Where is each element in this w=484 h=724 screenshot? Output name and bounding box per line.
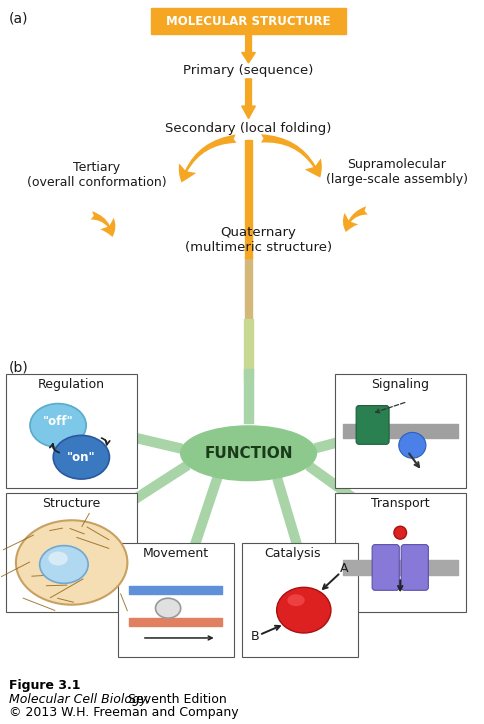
Text: (a): (a) [9,12,29,25]
FancyBboxPatch shape [401,544,428,590]
Text: Supramolecular
(large-scale assembly): Supramolecular (large-scale assembly) [326,159,468,186]
Text: "off": "off" [43,415,74,428]
Text: Signaling: Signaling [371,378,429,391]
FancyArrow shape [242,79,256,119]
Text: Catalysis: Catalysis [264,547,320,560]
FancyArrow shape [244,369,254,424]
Ellipse shape [399,432,426,458]
Ellipse shape [394,526,407,539]
Text: Tertiary
(overall conformation): Tertiary (overall conformation) [27,161,166,189]
Text: Figure 3.1: Figure 3.1 [9,678,81,691]
FancyBboxPatch shape [151,9,347,34]
Ellipse shape [48,552,68,565]
Text: MOLECULAR STRUCTURE: MOLECULAR STRUCTURE [166,14,331,28]
FancyBboxPatch shape [356,405,389,445]
Ellipse shape [16,521,127,605]
Text: Secondary (local folding): Secondary (local folding) [166,122,332,135]
FancyArrow shape [306,463,408,538]
FancyArrow shape [314,419,408,452]
Ellipse shape [30,403,86,447]
Text: Transport: Transport [371,497,430,510]
FancyArrowPatch shape [50,444,59,452]
Text: Primary (sequence): Primary (sequence) [183,64,314,77]
FancyBboxPatch shape [118,542,234,657]
FancyArrowPatch shape [91,211,115,237]
Text: "on": "on" [67,451,96,463]
FancyArrow shape [178,476,222,587]
Text: B: B [251,631,259,644]
Text: (b): (b) [9,361,29,375]
Text: Movement: Movement [143,547,209,560]
FancyBboxPatch shape [242,542,358,657]
Ellipse shape [277,587,331,633]
FancyArrow shape [245,140,253,258]
Text: Regulation: Regulation [38,378,105,391]
FancyBboxPatch shape [335,374,466,488]
FancyArrow shape [74,418,182,453]
FancyArrowPatch shape [102,438,110,445]
FancyArrow shape [244,319,254,379]
FancyArrowPatch shape [343,206,368,232]
Text: Molecular Cell Biology,: Molecular Cell Biology, [9,693,151,706]
FancyBboxPatch shape [6,374,137,488]
Text: Quaternary
(multimeric structure): Quaternary (multimeric structure) [185,226,332,253]
Text: FUNCTION: FUNCTION [204,446,293,460]
Text: © 2013 W.H. Freeman and Company: © 2013 W.H. Freeman and Company [9,707,239,720]
Text: Seventh Edition: Seventh Edition [123,693,226,706]
FancyArrow shape [245,258,253,337]
FancyArrow shape [273,477,313,587]
Ellipse shape [287,594,305,606]
FancyArrow shape [242,33,256,63]
FancyArrowPatch shape [179,135,237,182]
Text: Structure: Structure [43,497,101,510]
Ellipse shape [155,598,181,618]
FancyBboxPatch shape [372,544,399,590]
Ellipse shape [181,426,317,481]
FancyBboxPatch shape [335,493,466,613]
Ellipse shape [40,546,88,584]
FancyArrow shape [67,461,190,542]
Ellipse shape [53,435,109,479]
FancyArrowPatch shape [261,134,322,177]
Text: A: A [340,562,349,575]
FancyBboxPatch shape [6,493,137,613]
